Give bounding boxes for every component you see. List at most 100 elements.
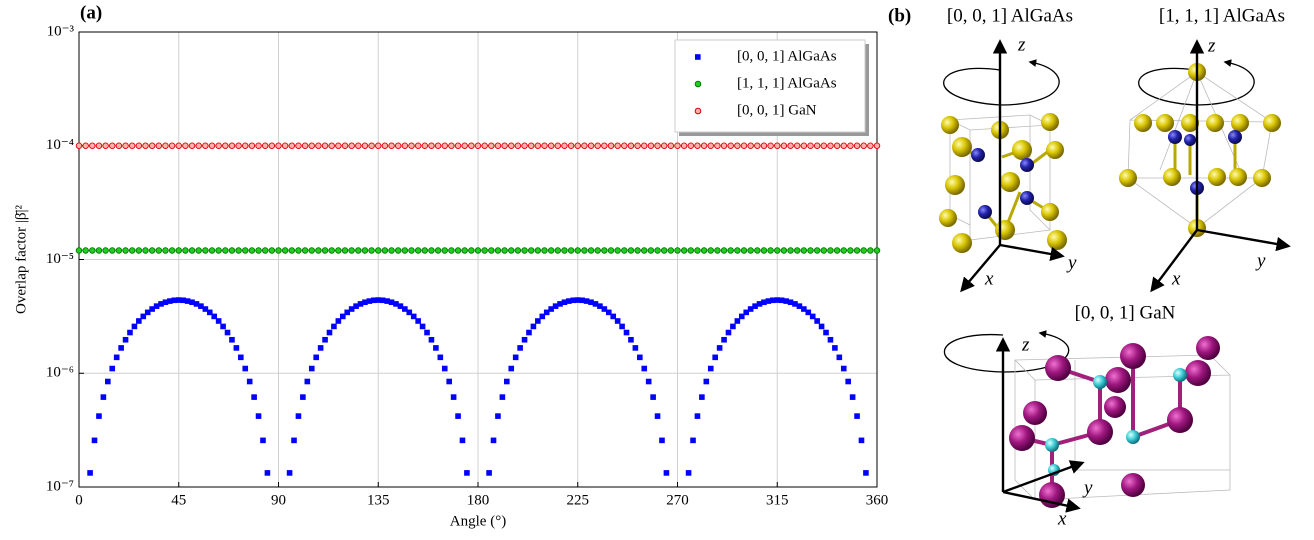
data-point (341, 247, 349, 254)
data-point (707, 365, 714, 372)
data-point (368, 247, 375, 254)
data-point (800, 247, 808, 254)
data-point (833, 142, 841, 149)
data-point (148, 142, 156, 149)
data-point (800, 142, 808, 149)
data-point (275, 247, 282, 254)
data-point (623, 329, 630, 336)
data-point (308, 365, 315, 372)
data-point (281, 247, 289, 254)
data-point (787, 142, 794, 149)
x-tick-label: 360 (866, 492, 889, 508)
data-point (162, 247, 169, 254)
data-point (474, 247, 482, 254)
data-point (607, 247, 615, 254)
data-point (261, 142, 269, 149)
data-point (100, 394, 107, 400)
data-point (481, 247, 488, 254)
data-point (394, 247, 402, 254)
data-point (699, 394, 705, 400)
data-point (260, 437, 266, 444)
data-point (224, 329, 231, 336)
data-point (727, 142, 734, 149)
data-point (95, 247, 103, 254)
data-point (818, 323, 825, 330)
legend-label: [0, 0, 1] GaN (737, 102, 817, 118)
data-point (275, 142, 282, 149)
data-point (149, 306, 155, 312)
data-point (756, 301, 763, 307)
data-point (514, 247, 522, 254)
data-point (175, 297, 182, 303)
data-point (700, 247, 708, 254)
data-point (847, 247, 854, 254)
data-point (687, 142, 695, 149)
data-point (113, 354, 120, 361)
data-point (433, 345, 439, 351)
data-point (754, 142, 761, 149)
data-point (102, 142, 109, 149)
data-point (268, 142, 276, 149)
data-point (547, 247, 555, 254)
structure-title: [1, 1, 1] AlGaAs (1159, 5, 1285, 26)
structure-title: [0, 0, 1] GaN (1075, 302, 1176, 323)
data-point (827, 247, 834, 254)
data-point (188, 142, 196, 149)
data-point (641, 247, 648, 254)
data-point (211, 313, 218, 320)
data-point (401, 142, 409, 149)
data-point (235, 247, 242, 254)
data-point (780, 247, 788, 254)
data-point (700, 142, 708, 149)
data-point (215, 142, 222, 149)
data-point (486, 470, 492, 476)
data-point (246, 378, 253, 385)
data-point (393, 301, 399, 307)
data-point (162, 299, 169, 306)
data-point (716, 345, 723, 351)
y-tick-label: 10⁻³ (47, 23, 75, 39)
data-point (725, 329, 732, 336)
data-point (554, 142, 562, 149)
data-point (663, 470, 670, 476)
data-point (674, 142, 681, 149)
data-point (541, 247, 548, 254)
data-point (594, 247, 601, 254)
data-point (827, 336, 834, 343)
data-point (168, 142, 176, 149)
data-point (362, 299, 368, 306)
data-point (561, 142, 568, 149)
data-point (255, 413, 262, 419)
data-point (193, 301, 200, 307)
data-point (286, 470, 293, 476)
legend-marker (694, 107, 702, 115)
data-point (96, 413, 102, 419)
data-point (488, 247, 495, 254)
data-point (634, 247, 641, 254)
data-point (614, 142, 621, 149)
legend-marker (694, 80, 702, 88)
data-point (255, 142, 262, 149)
data-point (153, 303, 160, 309)
y-tick-label: 10⁻⁷ (46, 478, 74, 494)
data-point (140, 313, 147, 320)
axis-letter: x (1171, 268, 1181, 289)
data-point (647, 247, 655, 254)
data-point (845, 378, 851, 385)
data-point (344, 309, 351, 316)
data-point (208, 142, 216, 149)
data-point (760, 247, 768, 254)
data-point (328, 247, 335, 254)
data-point (215, 318, 222, 324)
data-point (142, 142, 149, 149)
data-point (521, 142, 528, 149)
data-point (574, 247, 582, 254)
data-point (394, 142, 402, 149)
data-point (720, 142, 728, 149)
data-point (849, 394, 856, 400)
data-point (335, 247, 342, 254)
data-point (674, 247, 681, 254)
data-point (301, 142, 309, 149)
data-point (867, 247, 874, 254)
